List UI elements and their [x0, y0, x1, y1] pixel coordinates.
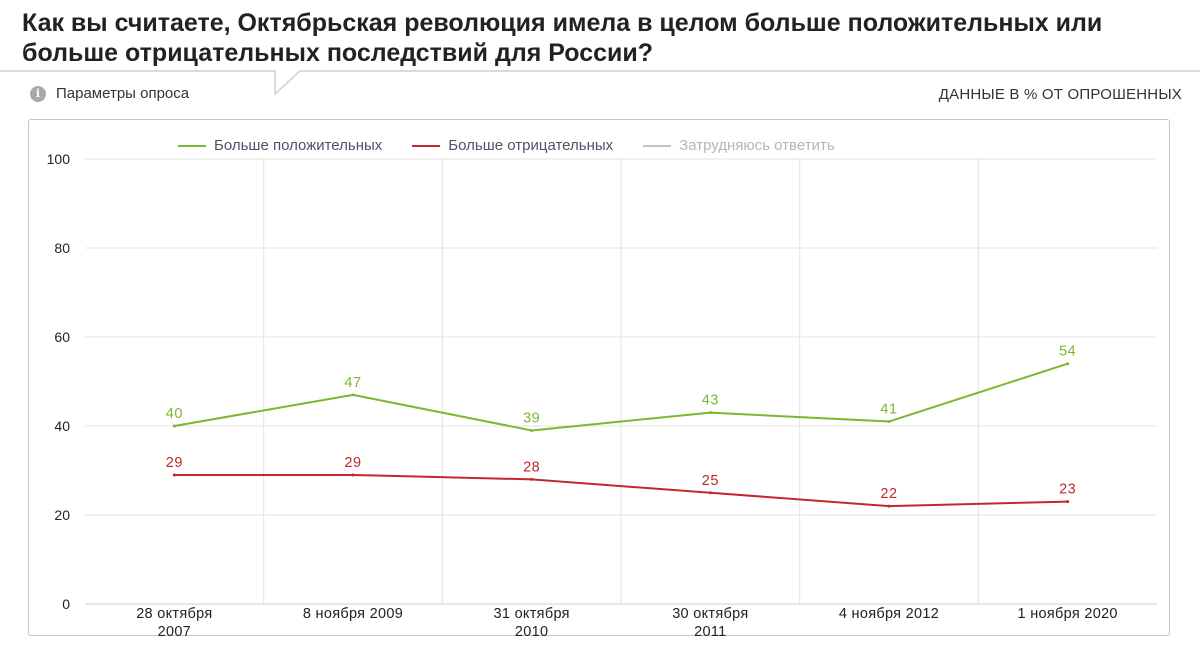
data-point: [1066, 500, 1070, 504]
y-tick-label: 20: [54, 507, 70, 523]
survey-params-label: Параметры опроса: [56, 85, 190, 102]
legend-label-positive: Больше положительных: [214, 137, 383, 154]
data-point: [530, 477, 534, 481]
x-tick-label: 2010: [515, 624, 548, 640]
data-label: 25: [702, 473, 719, 489]
data-point: [530, 428, 534, 432]
x-tick-label: 8 ноября 2009: [303, 606, 403, 622]
x-tick-label: 2007: [158, 624, 191, 640]
chart-legend: Больше положительных Больше отрицательны…: [178, 137, 835, 154]
data-point: [708, 411, 712, 415]
data-label: 29: [344, 455, 361, 471]
header-divider: [0, 70, 1200, 96]
legend-label-hard-to-say: Затрудняюсь ответить: [679, 137, 835, 154]
chart-panel: [28, 119, 1170, 636]
data-point: [351, 393, 355, 397]
legend-swatch-positive: [178, 144, 206, 147]
legend-label-negative: Больше отрицательных: [448, 137, 614, 154]
y-tick-label: 0: [62, 596, 70, 612]
series-line: [174, 362, 1068, 432]
data-point: [887, 420, 891, 424]
data-label: 39: [523, 410, 540, 426]
x-tick-label: 31 октября: [494, 606, 570, 622]
x-tick-label: 28 октября: [136, 606, 212, 622]
y-tick-label: 100: [47, 151, 71, 167]
data-label: 41: [880, 402, 897, 418]
data-label: 47: [344, 375, 361, 391]
info-icon: i: [30, 85, 46, 102]
data-point: [172, 424, 176, 428]
data-label: 40: [166, 406, 183, 422]
data-label: 29: [166, 455, 183, 471]
data-point: [351, 473, 355, 477]
legend-swatch-negative: [412, 144, 441, 147]
chart-title: Как вы считаете, Октябрьская революция и…: [22, 9, 1103, 67]
data-point: [708, 491, 712, 495]
data-label: 22: [880, 486, 897, 502]
x-tick-label: 2011: [694, 624, 726, 640]
series-line: [174, 473, 1068, 508]
legend-item-hard-to-say[interactable]: Затрудняюсь ответить: [643, 137, 835, 154]
data-label: 43: [702, 393, 719, 409]
y-tick-label: 40: [54, 418, 70, 434]
legend-item-positive[interactable]: Больше положительных: [178, 137, 382, 154]
x-tick-label: 4 ноября 2012: [839, 606, 939, 622]
survey-params-toggle[interactable]: i Параметры опроса: [30, 85, 189, 102]
data-label: 54: [1059, 344, 1076, 360]
data-label: 28: [523, 459, 540, 475]
x-tick-label: 30 октября: [672, 606, 748, 622]
units-label: ДАННЫЕ В % ОТ ОПРОШЕННЫХ: [938, 86, 1182, 103]
legend-swatch-hard-to-say: [643, 144, 672, 147]
y-tick-label: 60: [54, 329, 70, 345]
data-point: [887, 504, 891, 508]
data-point: [1066, 362, 1070, 366]
y-tick-label: 80: [54, 240, 70, 256]
legend-item-negative[interactable]: Больше отрицательных: [412, 137, 613, 154]
data-point: [172, 473, 176, 477]
data-label: 23: [1059, 482, 1076, 498]
x-tick-label: 1 ноября 2020: [1018, 606, 1118, 622]
